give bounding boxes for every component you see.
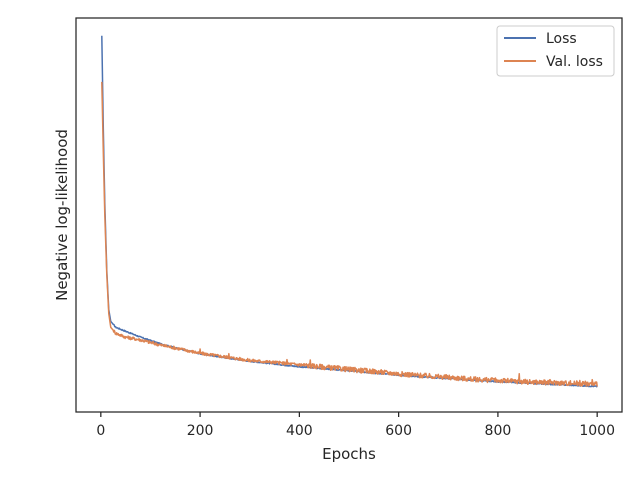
x-tick-label: 1000 [579,423,615,439]
x-tick-label: 600 [385,423,412,439]
x-tick-label: 0 [96,423,105,439]
x-tick-label: 800 [485,423,512,439]
series-line-val-loss [101,81,598,387]
legend-label-loss: Loss [546,31,577,47]
axes-frame [75,17,623,413]
plot-area [101,35,598,388]
y-axis-title: Negative log-likelihood [53,129,71,301]
legend-label-val-loss: Val. loss [546,54,603,70]
legend: Loss Val. loss [496,25,615,77]
x-tick-label: 400 [286,423,313,439]
x-axis-ticks: 0 200 400 600 800 1000 [96,412,615,439]
x-tick-label: 200 [187,423,214,439]
x-axis-title: Epochs [322,445,376,463]
